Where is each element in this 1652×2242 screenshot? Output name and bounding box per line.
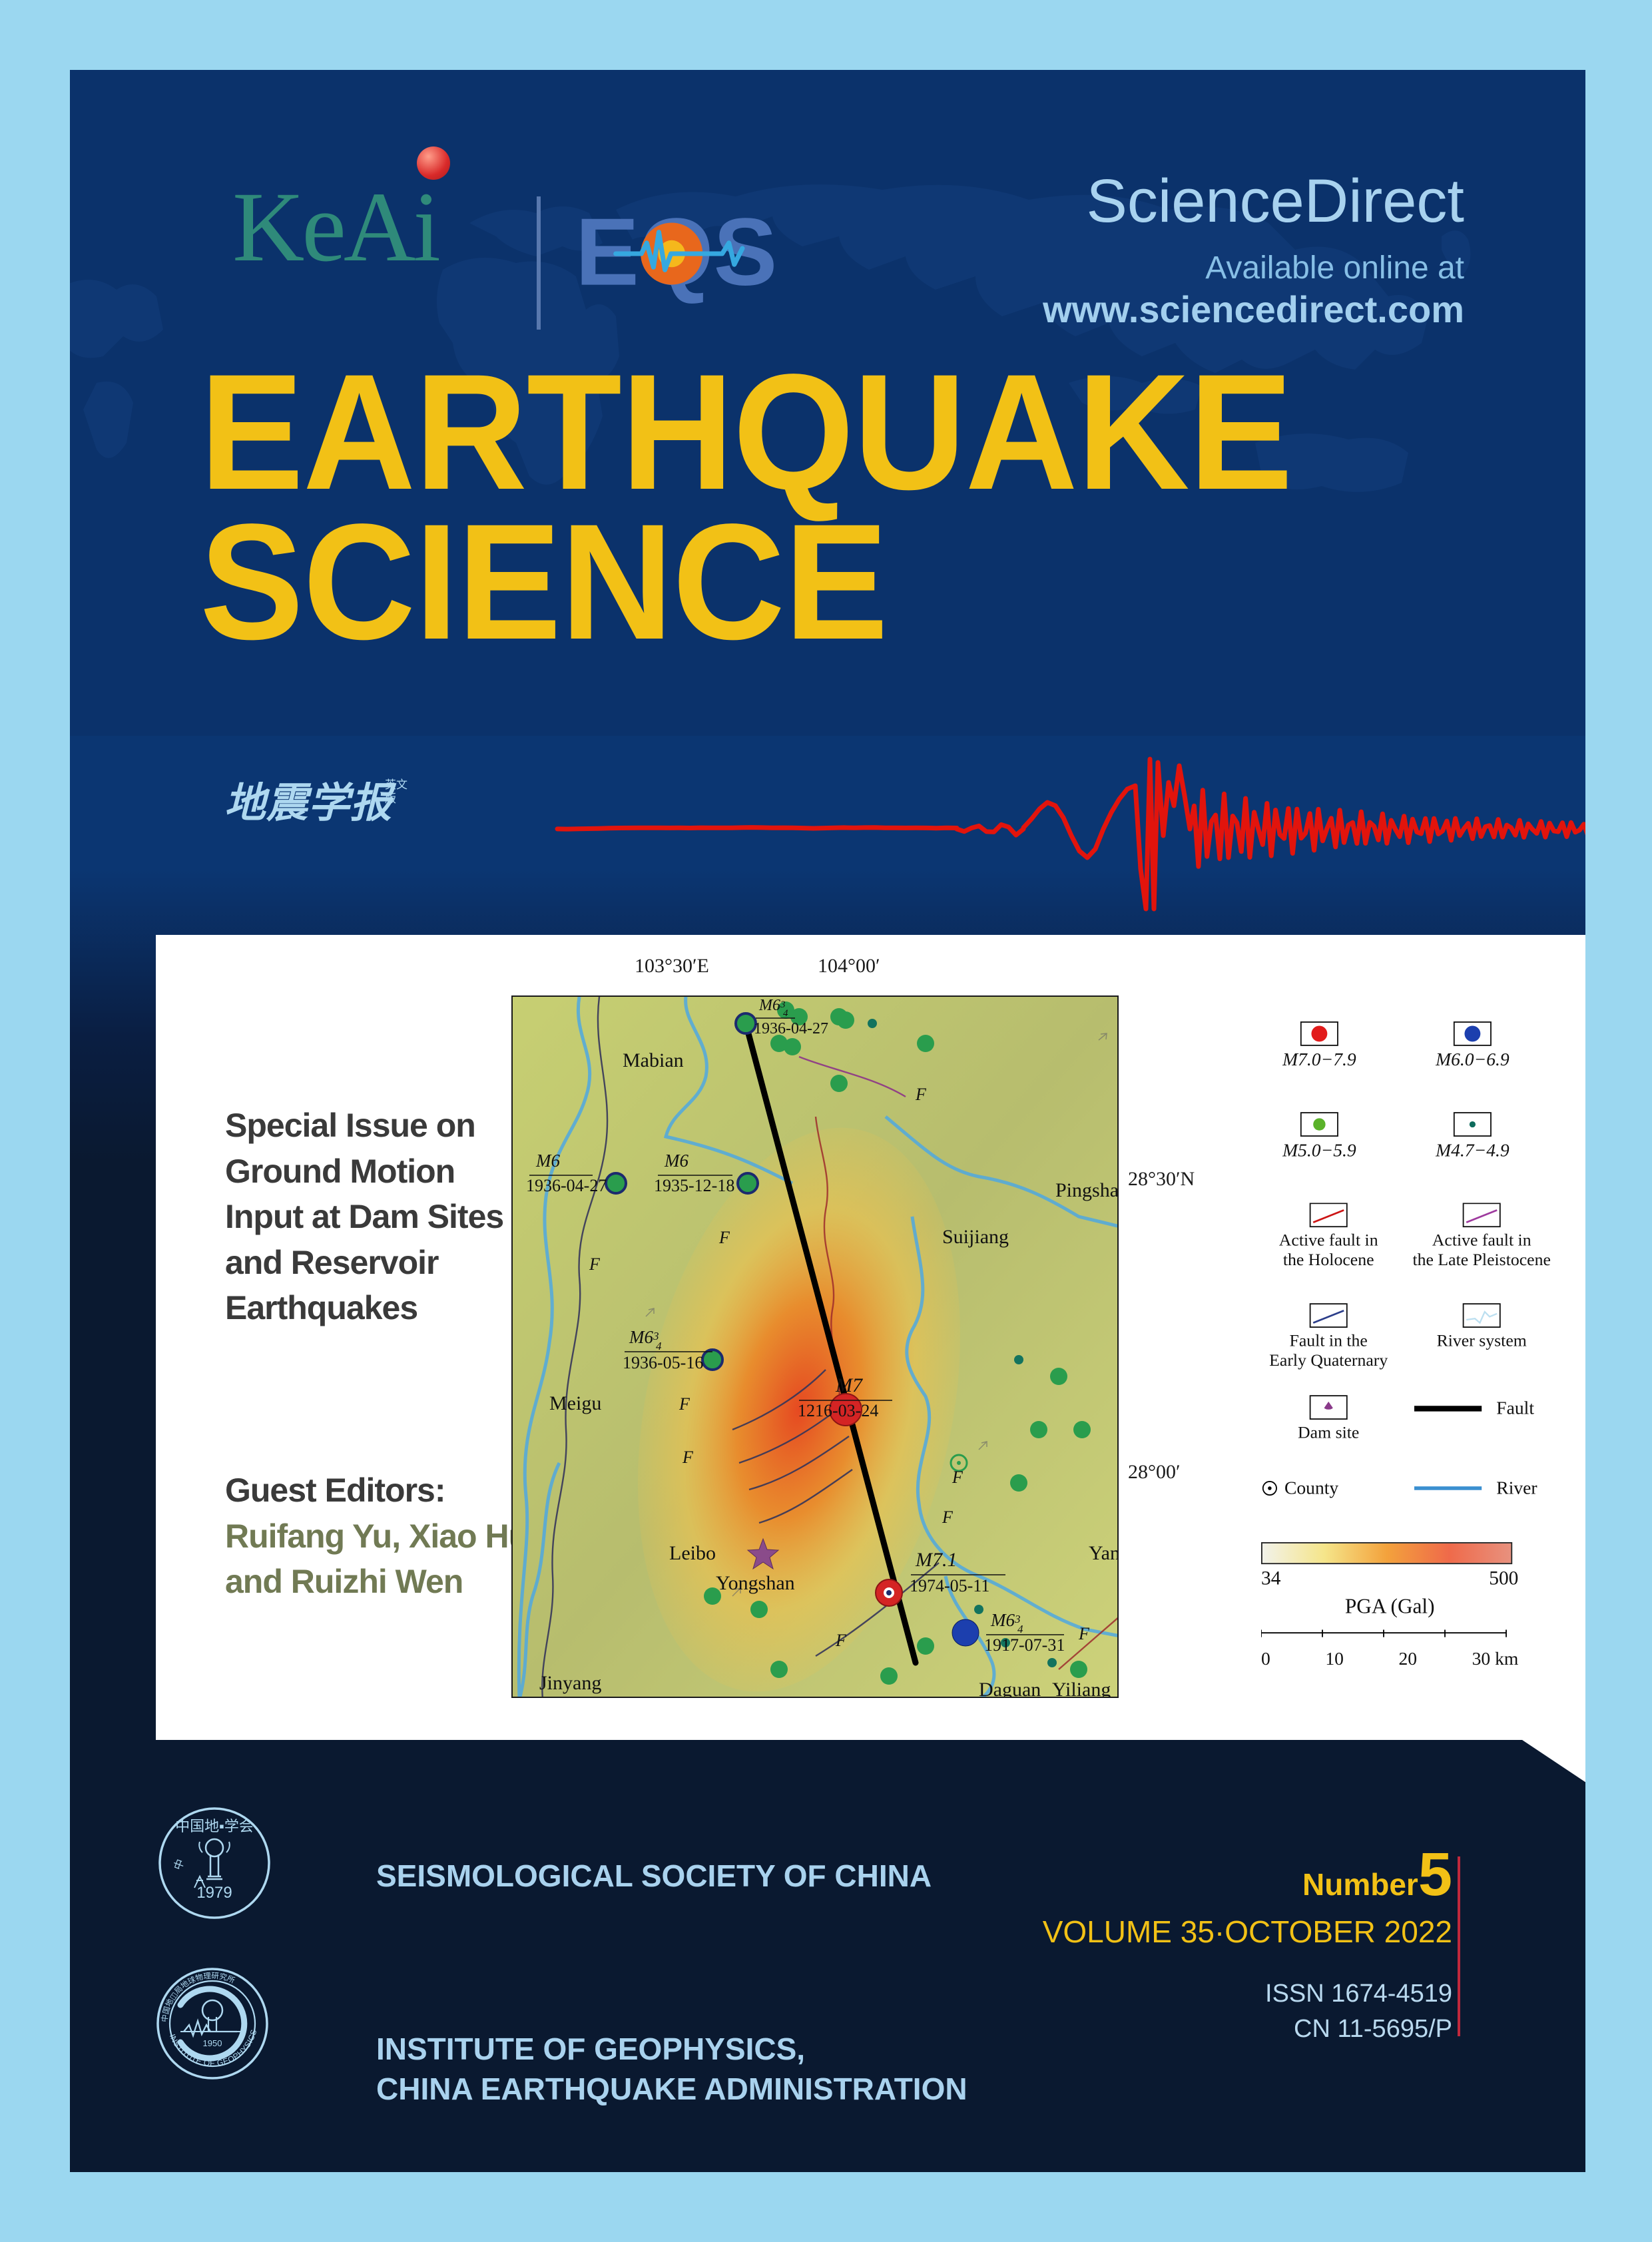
svg-text:中: 中 <box>172 1858 186 1872</box>
svg-text:1950: 1950 <box>203 2038 222 2048</box>
svg-text:F: F <box>718 1228 730 1247</box>
svg-text:Yanjin: Yanjin <box>1089 1542 1119 1564</box>
svg-text:中国地◫局地球物理研究所: 中国地◫局地球物理研究所 <box>160 1972 236 2023</box>
svg-text:Yongshan: Yongshan <box>716 1572 795 1594</box>
svg-text:1974-05-11: 1974-05-11 <box>910 1576 989 1595</box>
svg-text:Mabian: Mabian <box>623 1049 684 1071</box>
svg-text:1936-05-16: 1936-05-16 <box>623 1353 703 1372</box>
svg-text:Yiliang: Yiliang <box>1052 1679 1111 1698</box>
svg-text:4: 4 <box>1017 1623 1023 1635</box>
svg-text:F: F <box>952 1468 964 1487</box>
svg-text:F: F <box>679 1394 690 1414</box>
svg-text:F: F <box>589 1255 601 1274</box>
svg-text:F: F <box>915 1085 927 1104</box>
svg-text:1216-03-24: 1216-03-24 <box>798 1401 878 1420</box>
svg-text:F: F <box>942 1508 954 1527</box>
svg-text:1935-12-18: 1935-12-18 <box>654 1176 734 1195</box>
svg-text:Jinyang: Jinyang <box>539 1672 601 1694</box>
svg-text:中国地▪学会: 中国地▪学会 <box>175 1818 254 1834</box>
svg-text:1979: 1979 <box>196 1884 232 1902</box>
svg-text:M6: M6 <box>535 1151 560 1171</box>
svg-text:M7.1: M7.1 <box>915 1549 958 1571</box>
svg-text:F: F <box>682 1448 694 1467</box>
svg-text:4: 4 <box>656 1340 662 1352</box>
svg-text:F: F <box>835 1631 847 1650</box>
svg-text:Leibo: Leibo <box>669 1542 716 1564</box>
svg-text:1936-04-27: 1936-04-27 <box>526 1176 607 1195</box>
svg-text:4: 4 <box>783 1008 788 1019</box>
svg-text:1936-04-27: 1936-04-27 <box>754 1020 828 1037</box>
svg-text:M6: M6 <box>664 1151 688 1171</box>
svg-text:Pingshan: Pingshan <box>1055 1179 1119 1201</box>
svg-text:Daguan: Daguan <box>979 1679 1041 1698</box>
svg-text:M7: M7 <box>835 1374 864 1396</box>
svg-text:Meigu: Meigu <box>549 1392 601 1414</box>
svg-text:Suijiang: Suijiang <box>942 1226 1009 1248</box>
svg-text:F: F <box>1078 1624 1090 1643</box>
svg-text:1917-07-31: 1917-07-31 <box>984 1635 1065 1655</box>
